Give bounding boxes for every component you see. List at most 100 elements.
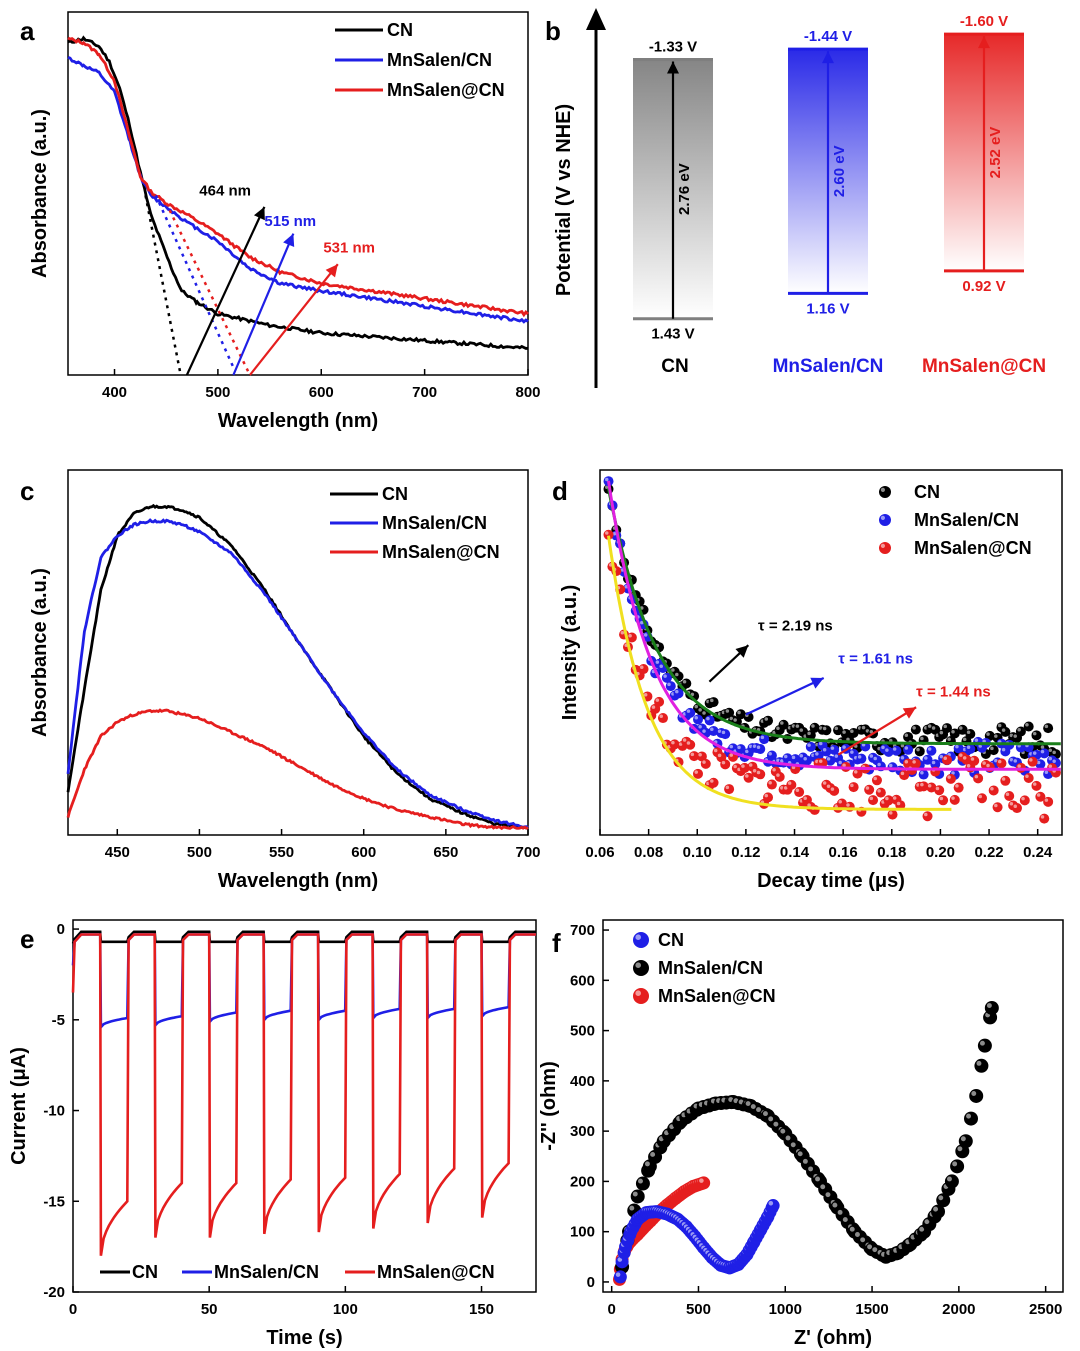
panel-d-point-highlight	[698, 708, 702, 712]
panel-f-point-highlight	[699, 1178, 704, 1183]
panel-d-point-highlight	[978, 794, 983, 799]
panel-d-point	[848, 782, 859, 793]
panel-d-point-highlight	[947, 775, 951, 779]
panel-c-xtick-label: 700	[515, 844, 540, 861]
panel-d-point	[638, 664, 649, 675]
panel-d-legend-marker-highlight	[880, 543, 886, 549]
panel-label-c: c	[20, 476, 34, 506]
panel-f-xlabel: Z' (ohm)	[794, 1327, 872, 1349]
panel-d-point-highlight	[1013, 734, 1018, 738]
panel-f-point-highlight	[802, 1158, 808, 1164]
panel-d-legend-label: MnSalen@CN	[914, 538, 1032, 558]
panel-d-point	[922, 811, 933, 822]
panel-d-point-highlight	[768, 781, 772, 785]
panel-a-tangent-2	[165, 202, 252, 376]
panel-f-point-highlight	[924, 1219, 930, 1225]
panel-d-point	[794, 787, 805, 798]
panel-d-point-highlight	[698, 724, 702, 729]
panel-d-point	[692, 714, 703, 725]
panel-d-point	[910, 724, 921, 735]
panel-d-point-highlight	[717, 729, 722, 733]
panel-c-xtick-label: 500	[187, 844, 212, 861]
panel-d-point-highlight	[717, 753, 722, 758]
panel-d-point	[786, 779, 797, 790]
panel-d-point-highlight	[1052, 750, 1056, 755]
panel-f-legend-marker-highlight	[635, 934, 641, 940]
panel-d-point	[938, 795, 949, 806]
panel-d-point-highlight	[1032, 731, 1037, 736]
panel-d-point-highlight	[994, 758, 998, 763]
panel-b-axis-head	[586, 8, 606, 30]
panel-d-point-highlight	[694, 704, 698, 709]
panel-d-legend-marker	[879, 486, 891, 498]
panel-d-point-highlight	[675, 672, 679, 677]
panel-d-point-highlight	[733, 764, 737, 769]
panel-label-a: a	[20, 16, 35, 46]
panel-f-point-highlight	[768, 1116, 774, 1122]
panel-d-point	[977, 793, 988, 804]
panel-d-point-highlight	[959, 753, 963, 757]
panel-d-xtick-label: 0.16	[829, 844, 858, 861]
panel-d-point-highlight	[912, 760, 916, 764]
panel-d-point-highlight	[791, 755, 796, 760]
panel-d-point-highlight	[955, 744, 959, 749]
panel-f-point-highlight	[860, 1237, 866, 1243]
panel-d-point-highlight	[690, 692, 695, 697]
panel-d-point	[934, 785, 945, 796]
panel-f-point	[944, 1174, 959, 1189]
panel-d-point-highlight	[1044, 798, 1049, 802]
panel-a-xtick-label: 800	[515, 384, 540, 401]
panel-d-point	[665, 681, 676, 692]
panel-c-xtick-label: 600	[351, 844, 376, 861]
panel-d-point	[1043, 723, 1054, 734]
panel-f-point	[969, 1088, 984, 1103]
panel-f-point-highlight	[785, 1135, 791, 1141]
panel-d-point-highlight	[760, 735, 765, 740]
panel-d-point-highlight	[678, 742, 683, 746]
panel-f-point-highlight	[650, 1151, 656, 1157]
panel-d-point-highlight	[752, 768, 757, 773]
panel-d-point-highlight	[772, 768, 776, 772]
panel-d-point	[708, 697, 719, 708]
panel-d-point-highlight	[1036, 760, 1041, 765]
panel-d-point	[654, 696, 665, 707]
panel-d-point	[949, 794, 960, 805]
panel-d-point	[914, 746, 925, 757]
panel-d-point	[953, 782, 964, 793]
panel-d-point-highlight	[846, 737, 850, 742]
panel-d-point-highlight	[702, 729, 706, 733]
panel-d-point-highlight	[920, 782, 924, 787]
panel-c-frame	[67, 469, 529, 836]
panel-f-point-highlight	[773, 1121, 779, 1127]
panel-d-point-highlight	[1001, 747, 1006, 752]
panel-e-series-0	[71, 930, 536, 945]
panel-a-arrow-2-shaft	[249, 263, 339, 376]
panel-a-annotation: 515 nm	[264, 213, 316, 230]
panel-d-point-highlight	[818, 759, 823, 763]
panel-d-point-highlight	[834, 726, 839, 731]
panel-d-annotation: τ = 1.44 ns	[916, 683, 991, 700]
panel-d-point-highlight	[698, 752, 702, 757]
panel-d-point	[704, 715, 715, 726]
panel-a-legend-label: MnSalen/CN	[387, 50, 492, 70]
panel-d-point-highlight	[725, 785, 730, 790]
panel-d-point-highlight	[920, 736, 924, 741]
panel-d-point-highlight	[752, 744, 757, 749]
panel-d-point-highlight	[764, 717, 769, 721]
panel-d-point-highlight	[1009, 757, 1014, 762]
panel-a-ylabel: Absorbance (a.u.)	[29, 109, 51, 278]
panel-d-point-highlight	[1032, 782, 1037, 786]
panel-f-point-highlight	[986, 1003, 992, 1008]
panel-f-ytick-label: 100	[570, 1224, 595, 1241]
panel-d-point-highlight	[826, 784, 831, 788]
panel-b-vb-label: 1.16 V	[806, 300, 849, 317]
panel-d-point-highlight	[974, 774, 979, 779]
panel-f-legend-marker-highlight	[635, 990, 641, 996]
panel-d-point-highlight	[1048, 764, 1053, 768]
panel-d-point-highlight	[682, 680, 687, 684]
panel-d-point	[1000, 775, 1011, 786]
panel-d-point-highlight	[807, 743, 811, 747]
panel-d-point-highlight	[807, 731, 811, 736]
panel-d-point-highlight	[795, 724, 800, 728]
panel-d-point-highlight	[939, 796, 944, 801]
